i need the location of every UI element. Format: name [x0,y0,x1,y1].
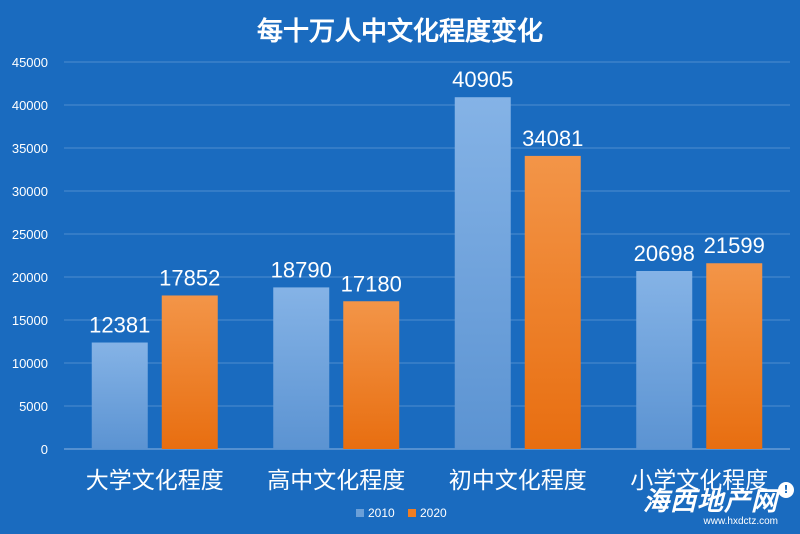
watermark-logo: 海西地产网 [642,487,778,517]
legend-swatch [356,509,364,517]
bar-2010 [636,270,693,449]
y-tick-label: 30000 [12,184,48,199]
bar-2020 [524,155,581,450]
chat-bubble-icon: ! [778,482,794,498]
bar-2020 [706,263,763,449]
x-axis-ticks: 大学文化程度 高中文化程度 初中文化程度 小学文化程度 [86,468,769,494]
y-tick-label: 5000 [19,399,48,414]
legend-label: 2020 [420,506,447,520]
y-tick-label: 35000 [12,141,48,156]
x-tick-label: 高中文化程度 [267,468,405,494]
legend-label: 2010 [368,506,395,520]
data-label: 18790 [271,257,332,282]
data-label: 34081 [522,126,583,151]
data-label: 17852 [159,265,220,290]
legend: 2010 2020 [356,506,447,520]
y-tick-label: 10000 [12,356,48,371]
data-labels: 12381 17852 18790 17180 40905 34081 20698 21599 [89,67,765,337]
data-label: 20698 [634,241,695,266]
data-label: 40905 [452,67,513,92]
bar-2020 [343,301,400,449]
y-tick-label: 40000 [12,98,48,113]
bar-2010 [273,287,330,449]
bar-2010 [454,97,511,449]
legend-swatch [408,509,416,517]
x-tick-label: 大学文化程度 [86,468,224,494]
watermark-url: www.hxdctz.com [703,516,778,527]
y-tick-label: 45000 [12,55,48,70]
chart-title: 每十万人中文化程度变化 [257,16,543,47]
y-tick-label: 15000 [12,313,48,328]
y-tick-label: 20000 [12,270,48,285]
watermark: 海西地产网 www.hxdctz.com ! [642,482,794,528]
x-tick-label: 小学文化程度 [630,468,768,494]
y-tick-label: 0 [41,442,48,457]
bar-2010 [91,342,148,449]
bars [91,97,763,450]
y-axis-ticks: 0 5000 10000 15000 20000 25000 30000 35000 40000… [12,55,48,457]
data-label: 17180 [341,271,402,296]
y-tick-label: 25000 [12,227,48,242]
x-tick-label: 初中文化程度 [449,468,587,494]
data-label: 12381 [89,313,150,338]
data-label: 21599 [704,233,765,258]
bar-2020 [161,295,218,449]
